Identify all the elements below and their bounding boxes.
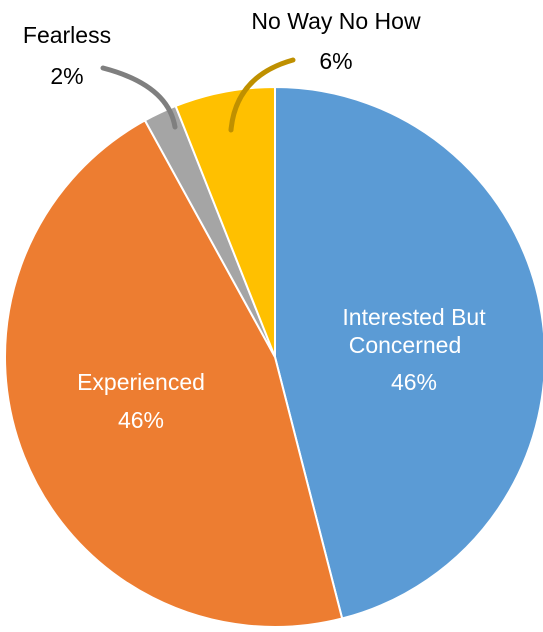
fearless-value-label: 2%: [50, 63, 83, 89]
interested-value-label: 46%: [391, 369, 437, 395]
experienced-label: Experienced: [77, 369, 205, 395]
fearless-label: Fearless: [23, 22, 111, 48]
pie-slice-experienced: [4, 119, 344, 629]
interested-label-line2: Concerned: [349, 332, 462, 358]
experienced-value-label: 46%: [118, 407, 164, 433]
pie-slice-no-way-no-how: [174, 85, 276, 358]
no-way-no-how-label: No Way No How: [251, 8, 421, 34]
no-way-no-how-leader-line: [228, 57, 296, 133]
no-way-no-how-value-label: 6%: [319, 48, 352, 74]
interested-label-line1: Interested But: [342, 304, 486, 330]
fearless-leader-line: [100, 65, 178, 130]
pie-slices: [4, 85, 543, 629]
